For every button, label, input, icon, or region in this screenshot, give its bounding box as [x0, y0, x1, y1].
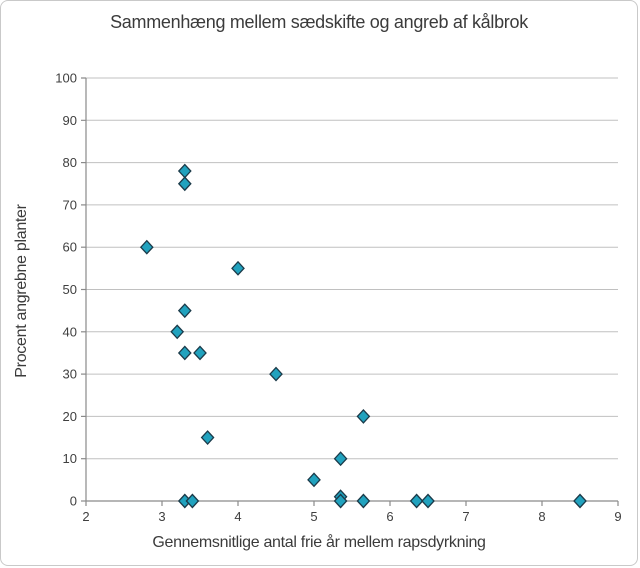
x-tick-label: 6 [386, 509, 393, 524]
data-point [177, 163, 192, 179]
x-tick-label: 9 [614, 509, 621, 524]
data-point [573, 493, 587, 509]
y-tick-label: 90 [63, 113, 77, 128]
data-point [185, 493, 200, 509]
y-tick-label: 40 [63, 324, 77, 339]
data-point [231, 260, 245, 276]
data-point [177, 345, 192, 361]
x-tick-label: 8 [538, 509, 545, 524]
data-point [139, 239, 154, 255]
chart-title: Sammenhæng mellem sædskifte og angreb af… [110, 12, 528, 32]
data-point [200, 430, 215, 446]
data-point [409, 493, 424, 509]
data-point [193, 345, 207, 361]
y-tick-label: 60 [63, 240, 77, 255]
x-tick-label: 4 [234, 509, 241, 524]
data-point [177, 303, 192, 319]
y-tick-label: 70 [63, 197, 77, 212]
y-tick-label: 20 [63, 409, 77, 424]
data-point [269, 366, 283, 382]
x-axis-title: Gennemsnitlige antal frie år mellem raps… [152, 534, 486, 551]
x-tick-label: 5 [310, 509, 317, 524]
data-point [356, 408, 371, 424]
data-point [177, 176, 192, 192]
y-tick-label: 50 [63, 282, 77, 297]
data-point [421, 493, 435, 509]
data-point [307, 472, 321, 488]
x-tick-label: 7 [462, 509, 469, 524]
y-tick-label: 0 [70, 494, 77, 509]
x-tick-label: 3 [158, 509, 165, 524]
y-tick-label: 80 [63, 155, 77, 170]
y-tick-label: 10 [63, 451, 77, 466]
data-point [356, 493, 371, 509]
y-tick-label: 100 [55, 71, 77, 86]
x-tick-label: 2 [82, 509, 89, 524]
data-point [170, 324, 185, 340]
data-point [333, 451, 348, 467]
data-point [333, 493, 348, 509]
y-tick-label: 30 [63, 367, 77, 382]
